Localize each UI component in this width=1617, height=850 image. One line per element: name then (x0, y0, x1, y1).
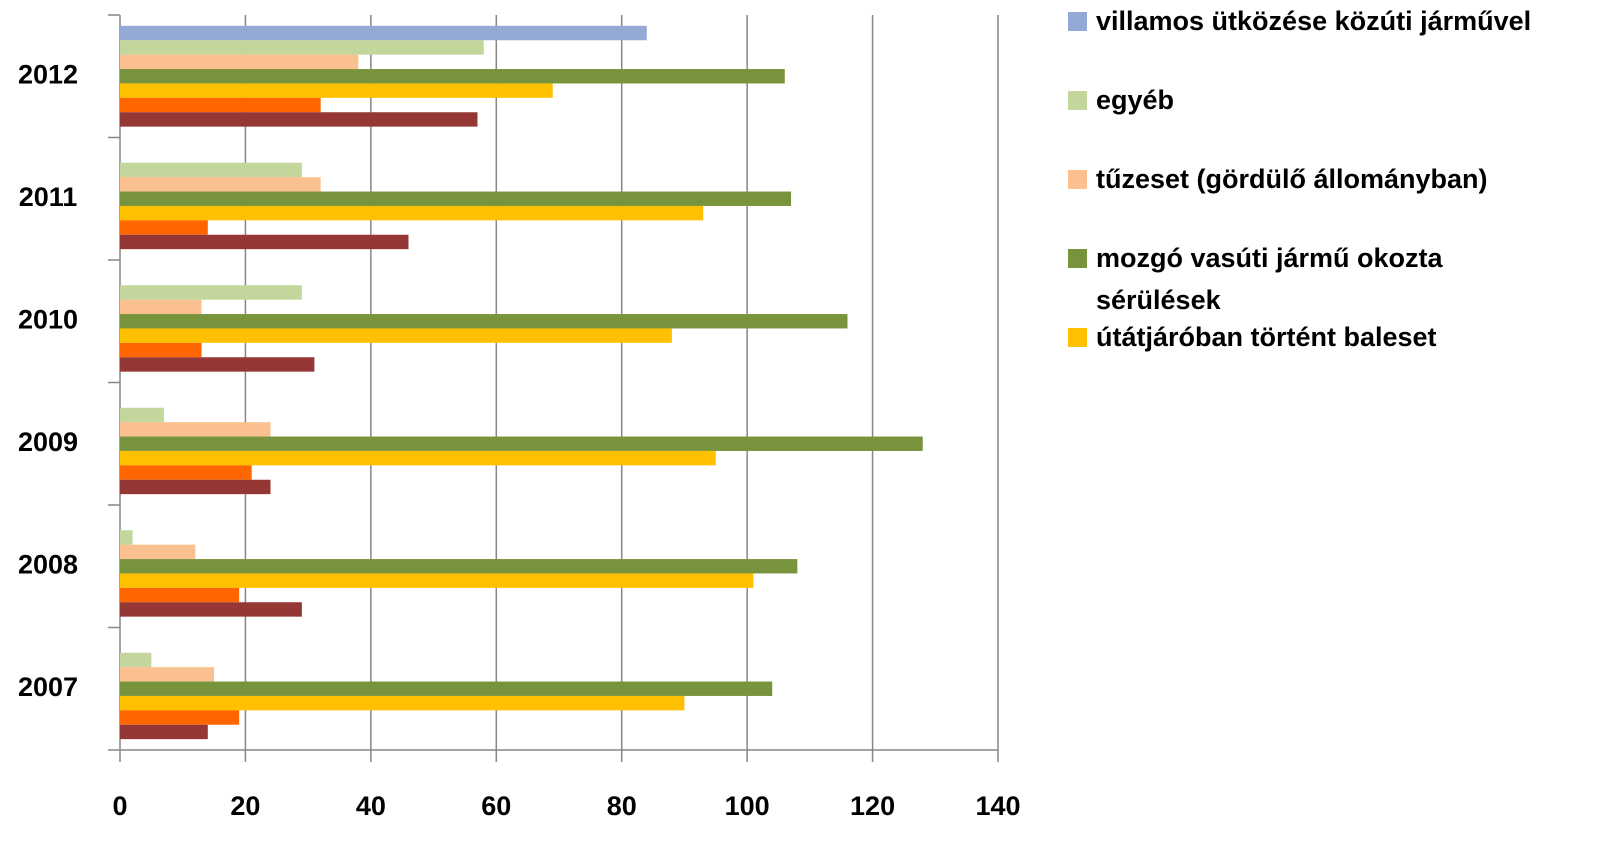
bar (120, 234, 409, 250)
bar (120, 573, 754, 588)
legend-swatch (1068, 91, 1087, 110)
bar (120, 695, 685, 711)
bar (120, 450, 716, 466)
x-tick-label: 40 (356, 791, 386, 821)
x-tick-label: 120 (850, 791, 895, 821)
bar (120, 465, 252, 480)
y-tick-label: 2009 (18, 427, 78, 457)
bar (120, 191, 792, 206)
x-tick-label: 0 (112, 791, 127, 821)
legend-swatch (1068, 249, 1087, 268)
legend-item: tűzeset (gördülő állományban) (1068, 158, 1568, 200)
legend-label: tűzeset (gördülő állományban) (1096, 164, 1488, 194)
bar (120, 69, 785, 84)
bar (120, 407, 164, 423)
bar (120, 544, 196, 560)
y-tick-label: 2011 (19, 182, 78, 212)
bar (120, 54, 359, 70)
legend-item: mozgó vasúti jármű okozta sérülések (1068, 237, 1568, 321)
legend-label: útátjáróban történt baleset (1096, 322, 1437, 352)
legend-swatch (1068, 12, 1087, 31)
bar (120, 83, 553, 98)
bar (120, 667, 215, 682)
legend-item: útátjáróban történt baleset (1068, 316, 1568, 358)
legend-label: mozgó vasúti jármű okozta sérülések (1096, 243, 1443, 315)
x-tick-label: 60 (481, 791, 511, 821)
legend-swatch (1068, 170, 1087, 189)
x-tick-label: 140 (975, 791, 1020, 821)
legend-item: villamos ütközése közúti járművel (1068, 0, 1568, 42)
legend-label: egyéb (1096, 85, 1175, 115)
bar (120, 422, 271, 437)
bar (120, 112, 478, 127)
bar (120, 328, 672, 343)
x-tick-label: 80 (607, 791, 637, 821)
bar (120, 652, 152, 668)
legend-swatch (1068, 328, 1087, 347)
bar (120, 40, 484, 55)
bar (120, 587, 240, 603)
bar (120, 162, 302, 178)
y-tick-label: 2012 (18, 59, 78, 89)
bar (120, 602, 302, 617)
legend-item: egyéb (1068, 79, 1568, 121)
bar (120, 177, 321, 192)
bar (120, 97, 321, 113)
bar (120, 710, 240, 725)
bar (120, 530, 133, 545)
bar (120, 299, 202, 315)
bar (120, 205, 704, 221)
bar (120, 681, 773, 696)
y-tick-label: 2007 (18, 672, 78, 702)
bar (120, 285, 302, 300)
bar (120, 436, 923, 451)
bar (120, 479, 271, 495)
bar (120, 724, 208, 740)
bar (120, 220, 208, 235)
bar (120, 314, 848, 329)
bar (120, 559, 798, 574)
x-tick-label: 20 (230, 791, 260, 821)
bar (120, 342, 202, 358)
y-tick-label: 2008 (18, 549, 78, 579)
x-tick-label: 100 (725, 791, 770, 821)
bar (120, 25, 647, 41)
bar (120, 357, 315, 372)
y-tick-label: 2010 (18, 304, 78, 334)
legend-label: villamos ütközése közúti járművel (1096, 6, 1532, 36)
